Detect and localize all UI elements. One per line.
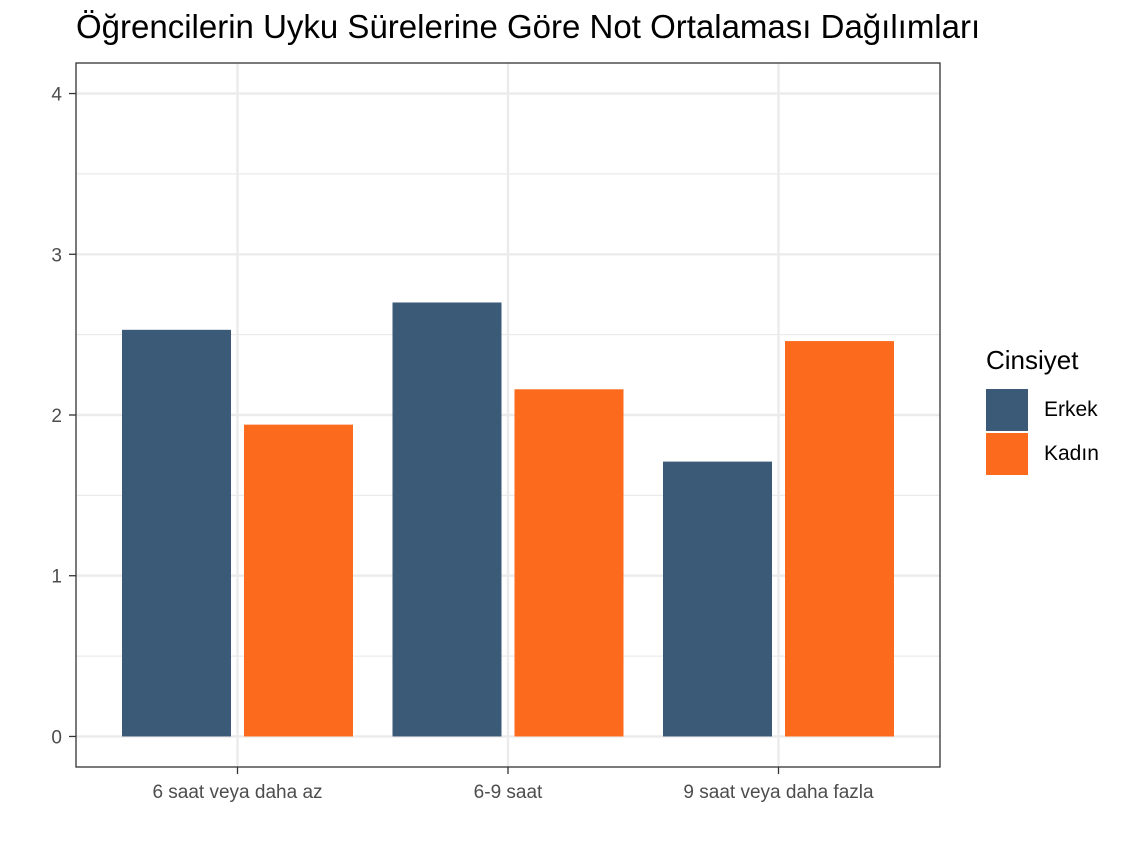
bar-erkek-3 [663, 461, 772, 737]
legend-key [986, 433, 1028, 475]
legend-key [986, 389, 1028, 431]
y-tick-label: 0 [51, 727, 62, 748]
legend-items: Erkek Kadın [986, 388, 1099, 476]
y-tick-label: 3 [51, 245, 62, 266]
x-tick-label: 9 saat veya daha fazla [683, 782, 874, 803]
legend-label: Kadın [1044, 442, 1099, 465]
bars [122, 302, 894, 737]
x-tick-label: 6 saat veya daha az [152, 782, 322, 803]
bar-kadın-2 [514, 389, 624, 737]
legend-title: Cinsiyet [986, 345, 1079, 375]
bar-erkek-2 [392, 302, 502, 737]
bar-erkek-1 [122, 329, 231, 737]
legend-item-erkek: Erkek [986, 388, 1099, 432]
legend-label: Erkek [1044, 398, 1098, 421]
y-tick-label: 1 [51, 567, 62, 588]
axes: 0 1 2 3 4 6 saat veya daha az 6-9 saat 9 saat v… [51, 85, 874, 803]
chart-title: Öğrencilerin Uyku Sürelerine Göre Not Or… [76, 8, 981, 45]
y-tick-label: 4 [51, 85, 62, 106]
legend: Cinsiyet Erkek Kadın [986, 345, 1099, 476]
bar-kadın-1 [244, 424, 353, 737]
y-tick-label: 2 [51, 406, 62, 427]
legend-item-kadın: Kadın [986, 432, 1099, 476]
bar-kadın-3 [785, 341, 894, 737]
x-tick-label: 6-9 saat [474, 782, 543, 803]
